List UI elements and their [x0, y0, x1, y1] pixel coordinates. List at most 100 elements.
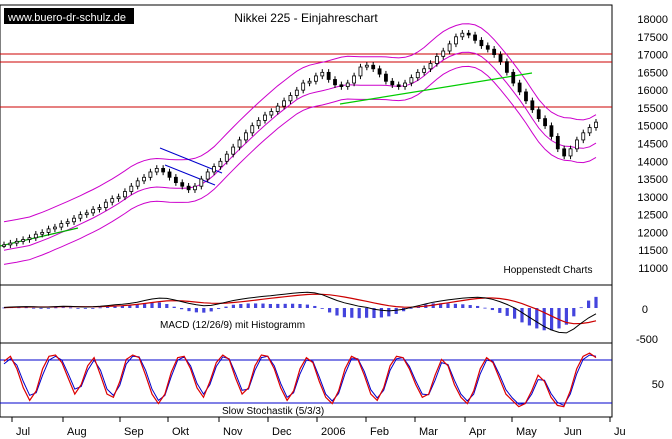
candle-body — [396, 84, 401, 87]
candle-body — [364, 64, 369, 68]
candle-body — [269, 111, 274, 116]
x-tick-Ju: Ju — [614, 426, 626, 438]
candle-body — [517, 82, 522, 93]
candle-body — [199, 178, 204, 187]
bollinger-lower — [3, 65, 597, 265]
candle-body — [498, 54, 503, 63]
macd-histogram-bar — [91, 308, 95, 309]
macd-histogram-bar — [505, 308, 509, 316]
candle-body — [524, 91, 528, 102]
macd-chart — [2, 291, 598, 334]
macd-histogram-bar — [379, 308, 383, 318]
macd-histogram-bar — [461, 304, 465, 308]
candle-body — [161, 167, 166, 173]
stochastic-chart — [3, 352, 597, 408]
blue-channel-top — [159, 147, 223, 174]
green-trendline-2 — [339, 72, 533, 105]
price-tick-16000: 16000 — [637, 85, 668, 97]
macd-histogram-bar — [328, 308, 332, 313]
candle-body — [466, 32, 471, 36]
macd-histogram-bar — [313, 305, 317, 308]
macd-histogram-bar — [550, 308, 554, 331]
macd-histogram-bar — [409, 308, 413, 309]
candle-body — [377, 68, 382, 75]
macd-histogram-bar — [17, 307, 21, 309]
stoch-d-line — [3, 354, 597, 407]
candle-body — [46, 228, 51, 233]
candle-body — [91, 208, 96, 214]
x-tick-May: May — [516, 426, 537, 438]
price-tick-12500: 12500 — [637, 210, 668, 222]
macd-histogram-bar — [579, 307, 583, 309]
candle-body — [2, 244, 6, 247]
stoch-title: Slow Stochastik (5/3/3) — [222, 406, 324, 417]
credit-label: Hoppenstedt Charts — [504, 265, 593, 276]
macd-histogram-bar — [520, 308, 524, 323]
candle-body — [173, 176, 178, 184]
candle-body — [250, 125, 255, 134]
candle-body — [148, 171, 153, 178]
macd-histogram-bar — [476, 305, 480, 308]
candle-body — [384, 73, 388, 82]
macd-histogram-bar — [587, 300, 591, 308]
candle-body — [473, 34, 477, 41]
macd-histogram-bar — [268, 304, 272, 308]
candle-body — [511, 71, 516, 84]
candles — [2, 30, 598, 249]
candle-body — [237, 139, 242, 148]
candle-body — [568, 148, 573, 157]
candle-body — [454, 36, 458, 45]
macd-histogram-bar — [187, 308, 191, 312]
candle-body — [27, 237, 32, 240]
candle-body — [282, 100, 286, 107]
macd-histogram-bar — [76, 308, 80, 309]
candle-body — [409, 77, 414, 84]
x-tick-Jul: Jul — [16, 426, 30, 438]
macd-histogram-bar — [150, 302, 154, 308]
candle-body — [180, 182, 185, 187]
candle-body — [116, 196, 121, 200]
x-tick-2006: 2006 — [321, 426, 345, 438]
candle-body — [218, 160, 223, 168]
x-tick-Jun: Jun — [564, 426, 582, 438]
candle-body — [562, 148, 567, 157]
candle-body — [33, 233, 38, 239]
candle-body — [212, 166, 216, 173]
macd-histogram-bar — [54, 307, 58, 309]
candle-body — [288, 95, 293, 102]
candle-body — [59, 223, 64, 228]
macd-histogram-bar — [291, 303, 295, 308]
macd-histogram-bar — [32, 307, 36, 309]
macd-histogram-bar — [320, 308, 324, 309]
macd-histogram-bar — [372, 308, 376, 319]
macd-histogram-bar — [483, 307, 487, 309]
macd-histogram-bar — [209, 308, 213, 312]
candle-body — [549, 125, 554, 137]
macd-tick--500: -500 — [636, 334, 658, 346]
macd-histogram-bar — [350, 308, 354, 318]
macd-title: MACD (12/26/9) mit Histogramm — [160, 320, 305, 331]
blue-channel-bottom — [164, 164, 216, 186]
source-label-box — [4, 8, 134, 24]
candle-body — [403, 82, 407, 87]
candle-body — [8, 242, 13, 246]
macd-histogram-bar — [135, 304, 139, 308]
macd-histogram-bar — [564, 308, 568, 325]
price-tick-11500: 11500 — [638, 245, 668, 257]
macd-histogram-bar — [305, 304, 309, 308]
macd-tick-0: 0 — [642, 304, 648, 316]
price-tick-16500: 16500 — [637, 67, 668, 79]
macd-histogram-bar — [394, 308, 398, 314]
macd-histogram-bar — [357, 308, 361, 319]
candle-body — [428, 63, 433, 70]
candle-body — [594, 121, 598, 128]
macd-histogram-bar — [224, 306, 228, 308]
candle-body — [479, 39, 484, 47]
candle-body — [135, 180, 140, 187]
macd-histogram-bar — [468, 305, 472, 308]
x-axis: Jul Aug Sep Okt Nov Dec 2006 Feb Mar Apr May Jun Ju — [11, 417, 626, 438]
candle-body — [65, 221, 70, 224]
x-tick-Okt: Okt — [172, 426, 189, 438]
